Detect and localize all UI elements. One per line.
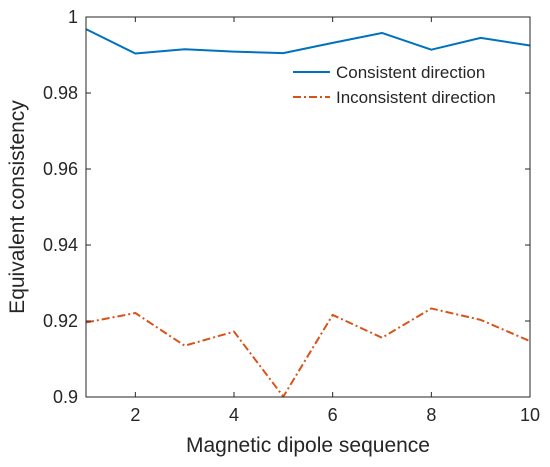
- y-tick-label: 0.94: [43, 235, 78, 255]
- y-tick-label: 0.96: [43, 159, 78, 179]
- y-tick-label: 1: [68, 7, 78, 27]
- axes-frame: [85, 16, 531, 398]
- x-tick-label: 10: [520, 405, 540, 425]
- y-tick-label: 0.9: [53, 387, 78, 407]
- legend-label-consistent: Consistent direction: [336, 63, 485, 82]
- y-tick-label: 0.98: [43, 83, 78, 103]
- legend-label-inconsistent: Inconsistent direction: [336, 88, 496, 107]
- ticks-layer: 2 4 6 8 10 0.9 0.92 0.94 0.96 0.98 1: [43, 7, 540, 425]
- series-line-consistent: [85, 28, 531, 55]
- x-tick-label: 8: [426, 405, 436, 425]
- plot-area: [86, 17, 530, 397]
- y-tick-label: 0.92: [43, 311, 78, 331]
- series-line-inconsistent: [85, 307, 531, 398]
- x-tick-label: 2: [130, 405, 140, 425]
- x-tick-label: 4: [229, 405, 239, 425]
- axes-layer: [85, 16, 531, 398]
- y-axis-label: Equivalent consistency: [6, 100, 29, 314]
- series-layer: [85, 28, 531, 398]
- legend: Consistent direction Inconsistent direct…: [293, 63, 496, 107]
- x-tick-label: 6: [328, 405, 338, 425]
- x-axis-label: Magnetic dipole sequence: [186, 434, 430, 457]
